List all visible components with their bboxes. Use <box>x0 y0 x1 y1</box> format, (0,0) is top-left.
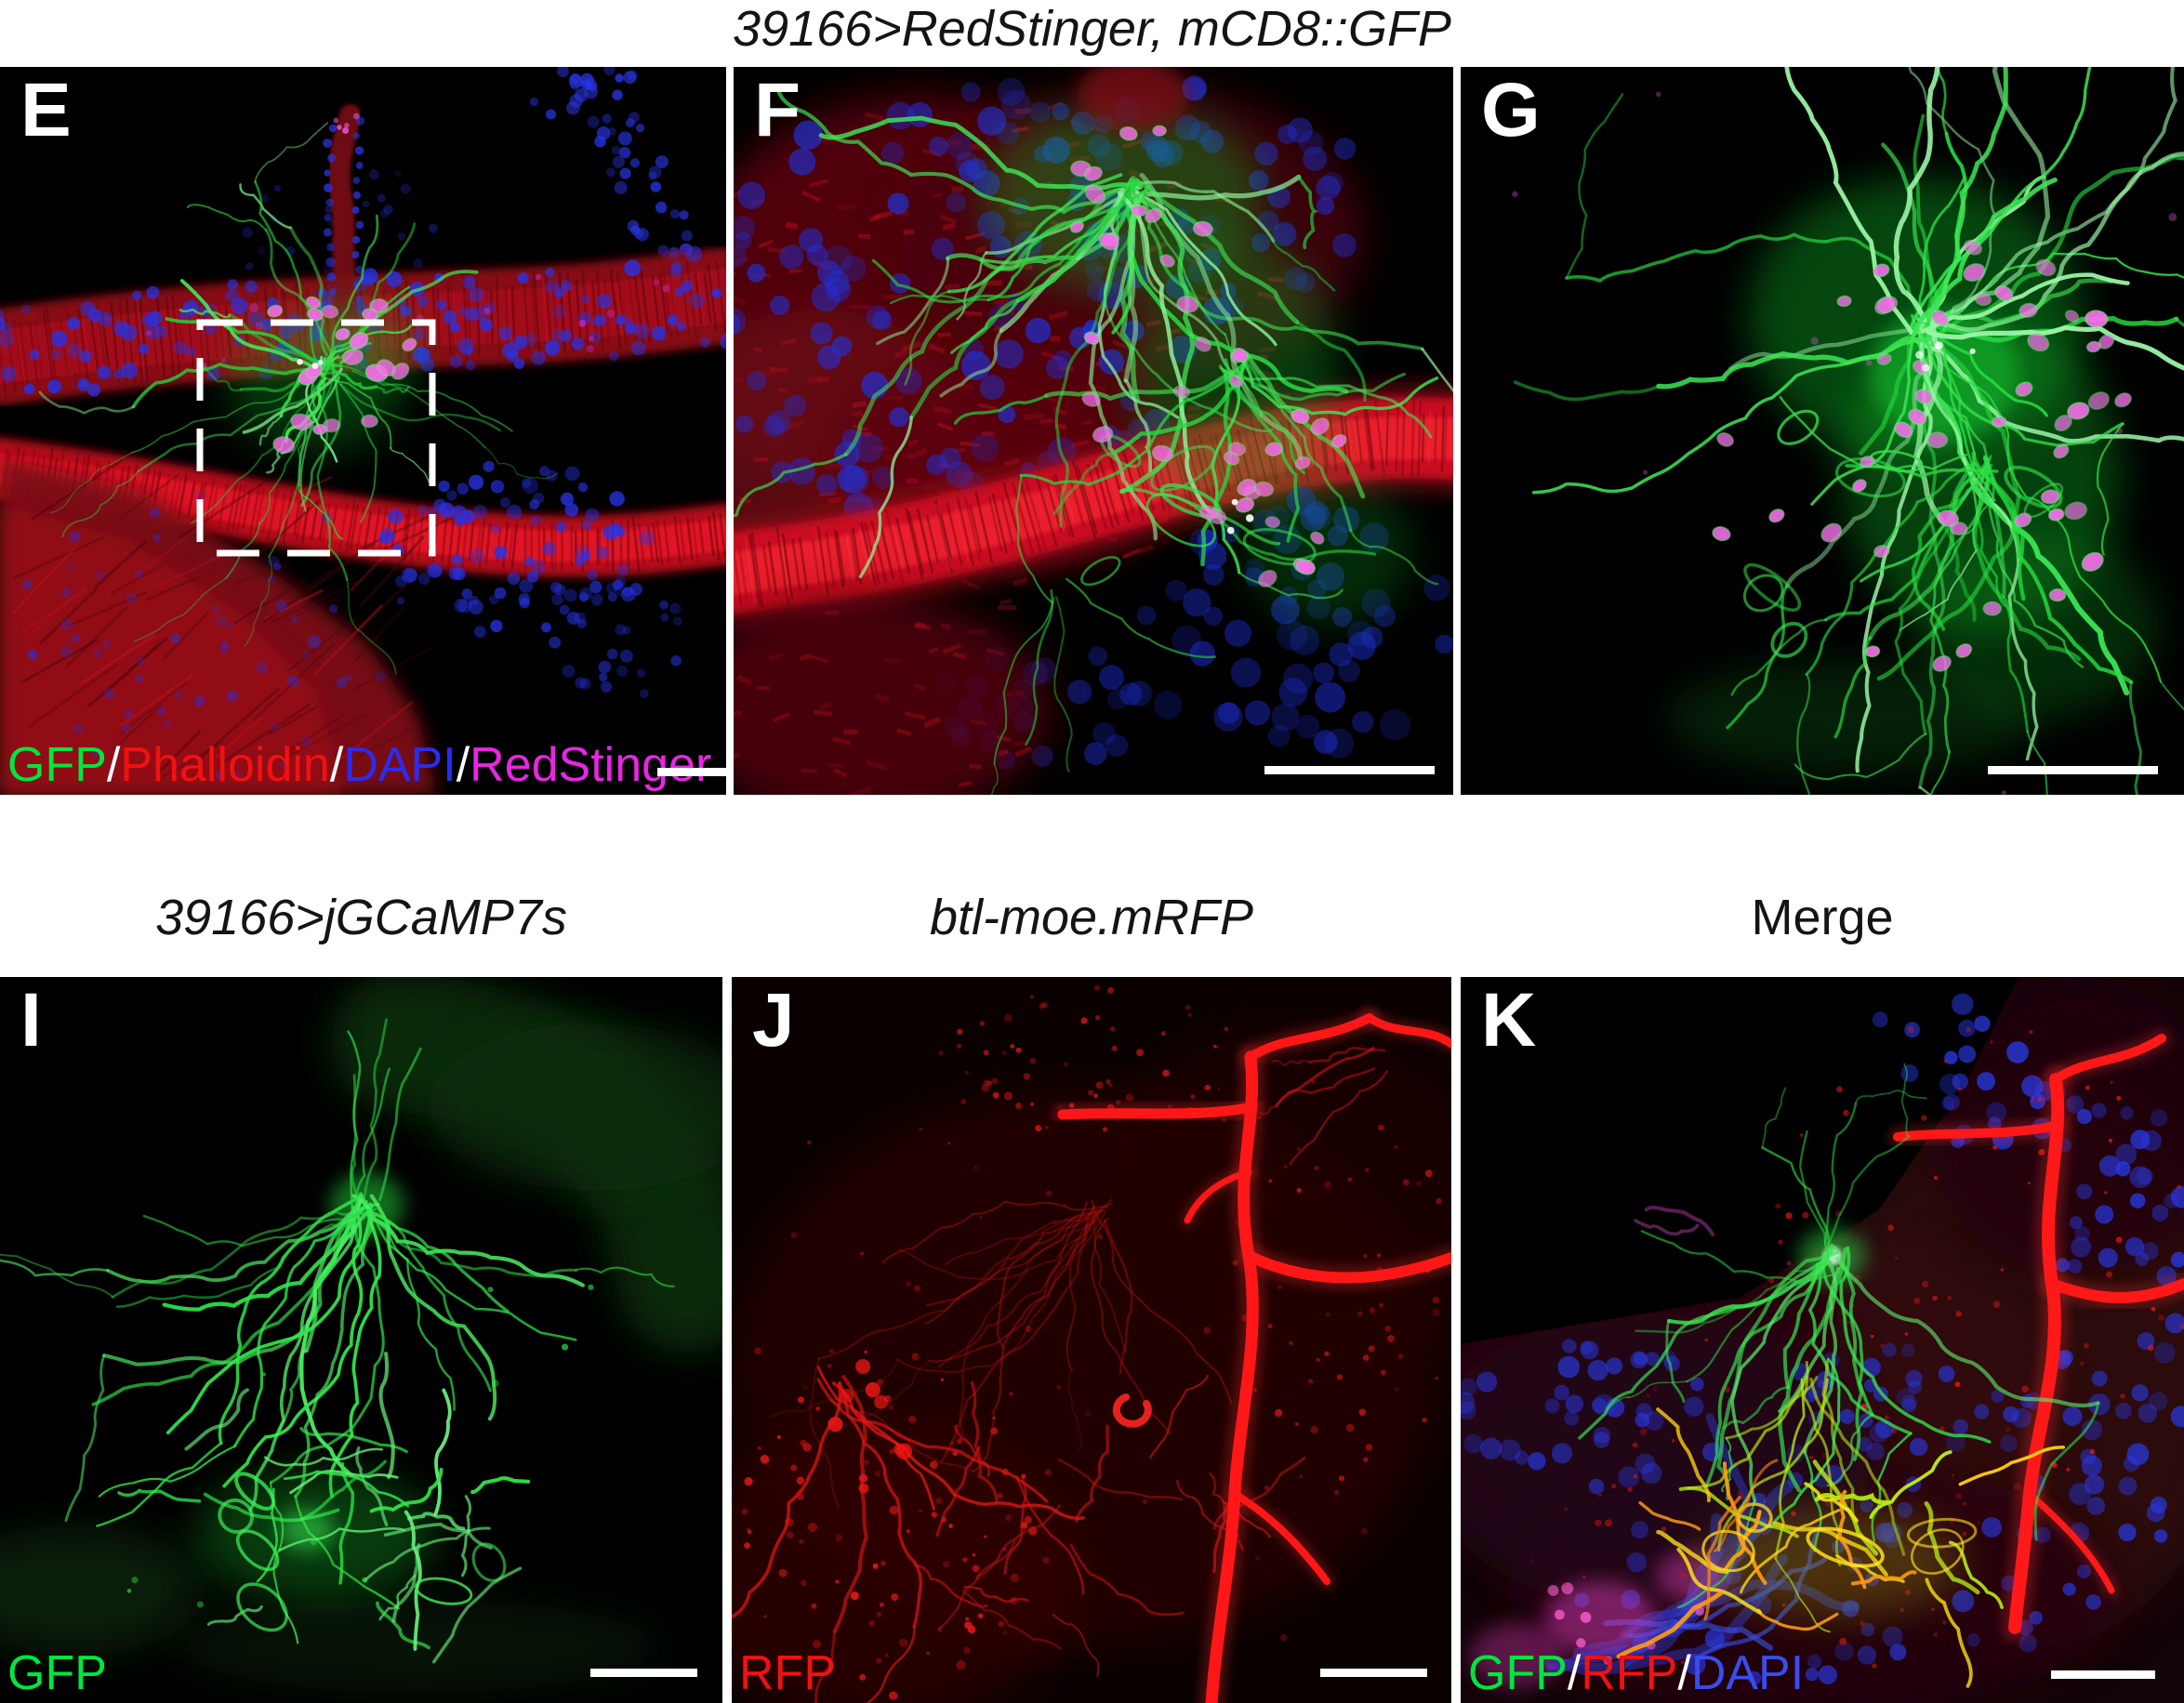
micrograph-image-f <box>734 67 1453 795</box>
micrograph-image-i <box>0 977 722 1703</box>
channel-label-segment: / <box>1677 1646 1691 1700</box>
panel-letter: E <box>20 68 72 152</box>
channel-label: GFP/RFP/DAPI <box>1468 1645 1804 1701</box>
channel-label-segment: Phalloidin <box>120 738 330 792</box>
channel-label-segment: / <box>1567 1646 1582 1700</box>
channel-label-segment: / <box>456 738 470 792</box>
channel-label-segment: DAPI <box>343 738 457 792</box>
panel-letter: F <box>754 68 801 152</box>
channel-label-segment: RFP <box>739 1646 836 1700</box>
channel-label-segment: RedStinger <box>470 738 712 792</box>
micrograph-panel-j: J RFP <box>732 977 1451 1703</box>
micrograph-image-j <box>732 977 1451 1703</box>
micrograph-panel-e: E GFP/Phalloidin/DAPI/RedStinger <box>0 67 726 795</box>
micrograph-image-g <box>1461 67 2184 795</box>
panel-i-title: 39166>jGCaMP7s <box>155 890 567 945</box>
channel-label-segment: DAPI <box>1690 1646 1805 1700</box>
channel-label: GFP <box>7 1645 107 1701</box>
panel-letter: J <box>752 978 795 1063</box>
channel-label: RFP <box>739 1645 836 1701</box>
channel-label-segment: RFP <box>1581 1646 1678 1700</box>
channel-label-segment: / <box>106 738 121 792</box>
micrograph-panel-i: I GFP <box>0 977 722 1703</box>
micrograph-image-e <box>0 67 726 795</box>
scale-bar <box>1988 766 2158 774</box>
scale-bar <box>1264 766 1435 774</box>
scale-bar <box>590 1669 697 1677</box>
scale-bar <box>657 768 726 776</box>
scale-bar <box>2051 1670 2155 1679</box>
panel-j-title: btl-moe.mRFP <box>929 890 1254 945</box>
scale-bar <box>1320 1669 1427 1677</box>
channel-label: GFP/Phalloidin/DAPI/RedStinger <box>7 737 711 793</box>
panel-letter: K <box>1481 978 1537 1063</box>
micrograph-panel-k: K GFP/RFP/DAPI <box>1461 977 2184 1703</box>
roi-dashed-box <box>196 319 436 557</box>
figure-title-top: 39166>RedStinger, mCD8::GFP <box>733 1 1451 57</box>
panel-letter: G <box>1481 68 1541 152</box>
micrograph-panel-f: F <box>734 67 1453 795</box>
panel-letter: I <box>20 978 42 1063</box>
panel-k-title: Merge <box>1751 890 1894 945</box>
channel-label-segment: / <box>329 738 344 792</box>
channel-label-segment: GFP <box>7 1646 107 1700</box>
micrograph-panel-g: G <box>1461 67 2184 795</box>
channel-label-segment: GFP <box>7 738 107 792</box>
micrograph-image-k <box>1461 977 2184 1703</box>
channel-label-segment: GFP <box>1468 1646 1568 1700</box>
